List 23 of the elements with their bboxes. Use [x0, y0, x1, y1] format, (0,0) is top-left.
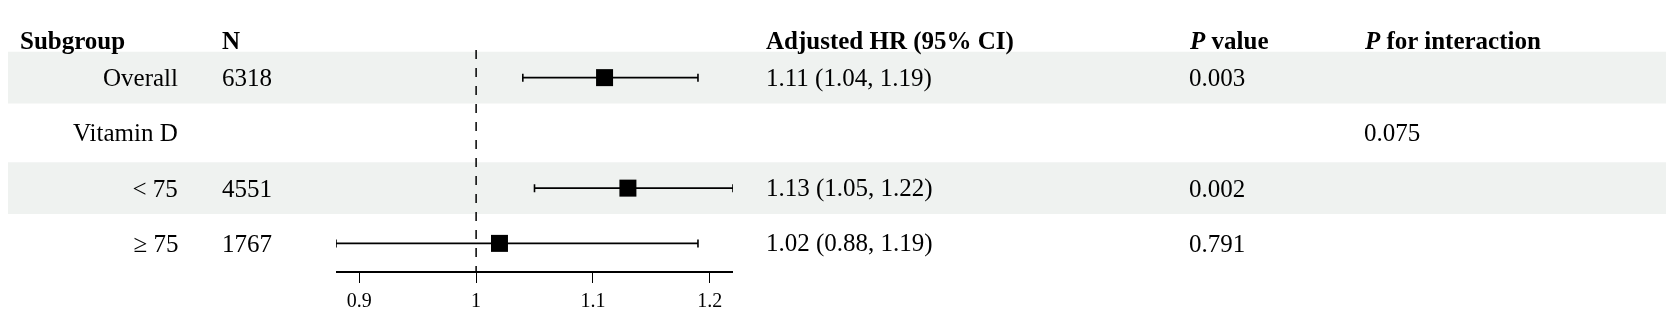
y-tick-label: Overall [103, 64, 179, 91]
x-tick-label: 1.1 [580, 288, 606, 311]
text: 4551 [222, 175, 272, 202]
text: 1767 [222, 230, 272, 257]
y-tick-label: ≥ 75 [121, 230, 179, 257]
text: Adjusted HR (95% CI) [766, 27, 1014, 55]
text: 0.791 [1189, 230, 1246, 257]
text: 6318 [222, 64, 272, 91]
x-tick-label: 1 [471, 288, 482, 311]
x-tick-label: 1.2 [697, 288, 723, 311]
text: P for interaction [1364, 27, 1541, 54]
y-tick-label: < 75 [120, 175, 178, 202]
data-label: 1.13 (1.05, 1.22) [766, 174, 933, 202]
text: P value [1189, 27, 1269, 54]
text: N [222, 27, 241, 54]
x-tick-label: 0.9 [346, 288, 372, 311]
text: Subgroup [20, 27, 126, 54]
data-label: 1.02 (0.88, 1.19) [766, 229, 933, 257]
y-tick-label: Vitamin D [73, 119, 178, 146]
text: 0.003 [1189, 64, 1246, 91]
data-label: 1.11 (1.04, 1.19) [766, 64, 932, 92]
text: 0.075 [1364, 119, 1421, 146]
text: 0.002 [1189, 175, 1246, 202]
